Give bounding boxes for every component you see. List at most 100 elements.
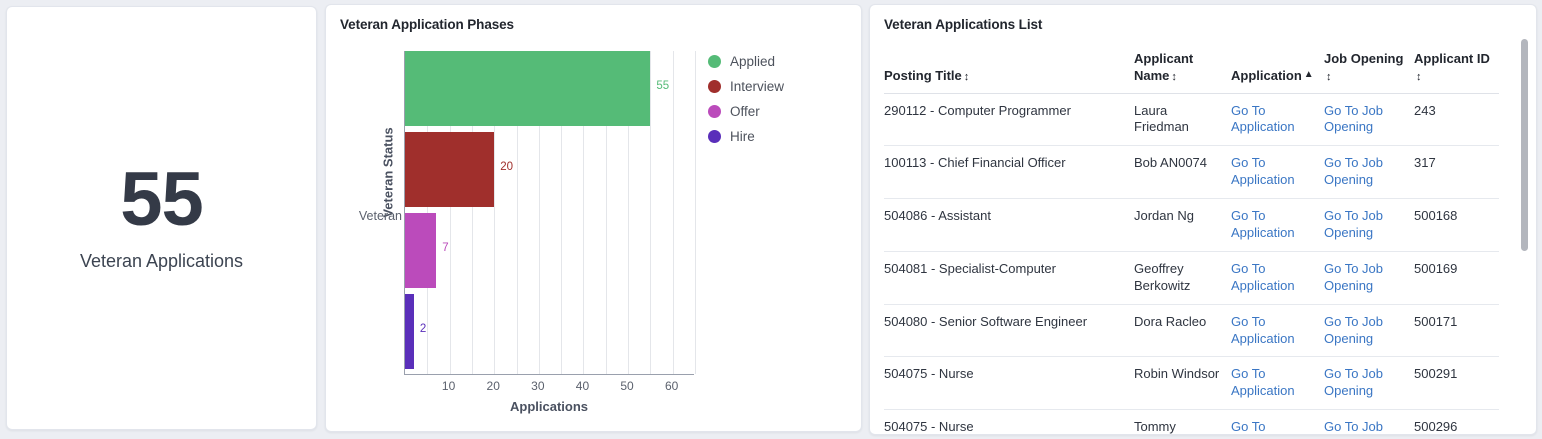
- chart-bar-label-interview: 20: [500, 161, 514, 174]
- go-to-application-link[interactable]: Go To Application: [1231, 208, 1295, 240]
- chart-gridline: [449, 51, 451, 374]
- applications-table: Posting Title ↕ Applicant Name ↕ Applicati…: [884, 37, 1499, 434]
- sort-unsorted-icon[interactable]: ↕: [1171, 70, 1177, 83]
- chart-plot-area: 55 20 7 2: [404, 51, 696, 375]
- cell-posting-title: 504086 - Assistant: [884, 198, 1134, 252]
- chart-x-tick: 60: [665, 379, 679, 393]
- table-row: 504086 - Assistant Jordan Ng Go To Applica…: [884, 198, 1499, 252]
- cell-applicant-id: 500171: [1414, 304, 1499, 358]
- chart-gridline: [427, 51, 429, 374]
- chart-gridline: [605, 51, 607, 374]
- chart-y-tick-veteran: Veteran: [358, 209, 402, 223]
- column-header-job-opening[interactable]: Job Opening ↕: [1324, 37, 1414, 94]
- chart-gridlines: [405, 51, 696, 374]
- chart-gridline: [516, 51, 518, 374]
- chart-gridline: [471, 51, 473, 374]
- cell-application: Go To Application: [1231, 409, 1324, 434]
- chart-card-title: Veteran Application Phases: [340, 17, 514, 32]
- cell-application: Go To Application: [1231, 145, 1324, 200]
- go-to-application-link[interactable]: Go To Application: [1231, 313, 1295, 346]
- kpi-value: 55: [120, 157, 204, 243]
- legend-item-interview[interactable]: Interview: [708, 74, 784, 99]
- legend-label: Applied: [730, 54, 776, 69]
- chart-x-tick: 10: [441, 379, 456, 393]
- cell-posting-title: 504075 - Nurse: [884, 409, 1134, 434]
- go-to-application-link[interactable]: Go To Application: [1231, 102, 1295, 135]
- cell-job-opening: Go To Job Opening: [1324, 409, 1414, 434]
- column-header-applicant-name-label: Applicant Name: [1134, 51, 1194, 83]
- legend-item-applied[interactable]: Applied: [708, 49, 784, 74]
- veteran-applications-kpi-card: 55 Veteran Applications: [6, 6, 317, 430]
- chart-x-tick: 20: [486, 379, 500, 393]
- go-to-job-opening-link[interactable]: Go To Job Opening: [1324, 260, 1384, 293]
- column-header-applicant-name[interactable]: Applicant Name ↕: [1134, 37, 1231, 94]
- chart-bar-applied[interactable]: [405, 51, 651, 126]
- chart-gridline: [650, 51, 652, 374]
- table-row: 504075 - Nurse Robin Windsor Go To Applica…: [884, 356, 1499, 411]
- table-row: 100113 - Chief Financial Officer Bob AN00…: [884, 145, 1499, 200]
- cell-posting-title: 504075 - Nurse: [884, 356, 1134, 411]
- chart-gridline: [494, 51, 496, 374]
- chart-bar-offer[interactable]: [405, 213, 437, 288]
- cell-application: Go To Application: [1231, 356, 1324, 411]
- legend-label: Hire: [730, 129, 755, 144]
- cell-applicant-id: 317: [1414, 145, 1499, 200]
- column-header-posting-title-label: Posting Title: [884, 67, 962, 83]
- legend-item-offer[interactable]: Offer: [708, 99, 784, 124]
- cell-applicant-id: 500168: [1414, 198, 1499, 252]
- sort-ascending-icon[interactable]: ▲: [1303, 68, 1314, 80]
- cell-applicant-id: 500296: [1414, 409, 1499, 434]
- go-to-application-link[interactable]: Go To Application: [1231, 419, 1266, 434]
- table-scrollbar-thumb[interactable]: [1521, 39, 1528, 251]
- sort-unsorted-icon[interactable]: ↕: [1416, 70, 1422, 83]
- cell-applicant-name: Laura Friedman: [1134, 93, 1231, 147]
- go-to-application-link[interactable]: Go To Application: [1231, 366, 1295, 399]
- cell-job-opening: Go To Job Opening: [1324, 251, 1414, 305]
- applications-table-wrapper: Posting Title ↕ Applicant Name ↕ Applicati…: [884, 37, 1526, 434]
- chart-bar-hire[interactable]: [405, 294, 414, 369]
- column-header-job-opening-label: Job Opening: [1324, 51, 1404, 67]
- cell-job-opening: Go To Job Opening: [1324, 304, 1414, 358]
- kpi-label: Veteran Applications: [79, 250, 244, 271]
- legend-label: Interview: [730, 79, 785, 94]
- cell-job-opening: Go To Job Opening: [1324, 145, 1414, 200]
- go-to-application-link[interactable]: Go To Application: [1231, 155, 1295, 188]
- chart-gridline: [628, 51, 630, 374]
- go-to-job-opening-link[interactable]: Go To Job Opening: [1324, 313, 1384, 346]
- veteran-applications-list-card: Veteran Applications List Posting Title ↕…: [869, 4, 1537, 435]
- cell-applicant-name: Geoffrey Berkowitz: [1134, 251, 1231, 305]
- cell-posting-title: 100113 - Chief Financial Officer: [884, 145, 1134, 200]
- cell-job-opening: Go To Job Opening: [1324, 93, 1414, 147]
- chart-gridline: [672, 51, 674, 374]
- go-to-job-opening-link[interactable]: Go To Job Opening: [1324, 155, 1384, 188]
- chart-bar-label-hire: 2: [419, 323, 427, 336]
- table-scrollbar[interactable]: [1521, 39, 1528, 428]
- go-to-job-opening-link[interactable]: Go To Job Opening: [1324, 419, 1384, 434]
- legend-swatch-icon: [708, 55, 721, 68]
- chart-x-ticks: 10 20 30 40 50 60: [404, 379, 694, 399]
- table-row: 290112 - Computer Programmer Laura Friedm…: [884, 93, 1499, 147]
- sort-unsorted-icon[interactable]: ↕: [1326, 70, 1332, 83]
- veteran-application-phases-card: Veteran Application Phases Veteran Statu…: [325, 4, 862, 432]
- legend-item-hire[interactable]: Hire: [708, 124, 784, 149]
- go-to-job-opening-link[interactable]: Go To Job Opening: [1324, 102, 1384, 135]
- cell-application: Go To Application: [1231, 304, 1324, 358]
- column-header-posting-title[interactable]: Posting Title ↕: [884, 37, 1134, 94]
- go-to-job-opening-link[interactable]: Go To Job Opening: [1324, 208, 1384, 240]
- go-to-application-link[interactable]: Go To Application: [1231, 260, 1295, 293]
- chart-bar-label-applied: 55: [656, 80, 670, 93]
- cell-applicant-name: Dora Racleo: [1134, 304, 1231, 358]
- cell-applicant-name: Jordan Ng: [1134, 198, 1231, 252]
- legend-label: Offer: [730, 104, 760, 119]
- cell-applicant-id: 500169: [1414, 251, 1499, 305]
- chart-gridline: [695, 51, 696, 374]
- sort-unsorted-icon[interactable]: ↕: [963, 70, 970, 83]
- column-header-application-label: Application: [1231, 67, 1302, 83]
- column-header-applicant-id[interactable]: Applicant ID ↕: [1414, 37, 1499, 94]
- cell-posting-title: 504081 - Specialist-Computer: [884, 251, 1134, 305]
- column-header-applicant-id-label: Applicant ID: [1414, 51, 1490, 67]
- go-to-job-opening-link[interactable]: Go To Job Opening: [1324, 366, 1384, 399]
- column-header-application[interactable]: Application ▲: [1231, 37, 1324, 94]
- chart-bar-interview[interactable]: [405, 132, 495, 207]
